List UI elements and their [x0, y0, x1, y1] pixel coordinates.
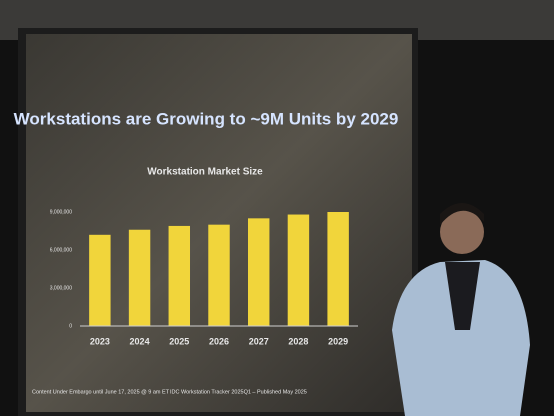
bar [327, 212, 349, 326]
speaker-jacket [392, 260, 530, 416]
x-tick-label: 2024 [130, 336, 150, 346]
x-tick-label: 2023 [90, 336, 110, 346]
bar [128, 229, 151, 326]
source-note: IDC Workstation Tracker 2025Q1 – Publish… [170, 389, 307, 395]
x-tick-label: 2029 [328, 336, 348, 346]
y-tick-label: 9,000,000 [50, 209, 72, 215]
x-tick-label: 2028 [288, 336, 308, 346]
x-tick-label: 2026 [209, 336, 229, 346]
chart-title: Workstations are Growing to ~9M Units by… [14, 109, 399, 128]
speaker-shirt [445, 262, 480, 330]
slide [26, 34, 412, 412]
speaker-head [440, 210, 484, 254]
speaker-hair [440, 203, 484, 225]
bar [208, 224, 230, 326]
footnote: Content Under Embargo until June 17, 202… [32, 389, 170, 395]
bar [168, 225, 191, 326]
bar [287, 214, 310, 326]
y-tick-label: 6,000,000 [50, 247, 72, 253]
bar [89, 234, 111, 326]
x-tick-label: 2027 [249, 336, 269, 346]
y-tick-label: 0 [69, 323, 72, 329]
bar [247, 218, 270, 326]
chart-subtitle: Workstation Market Size [147, 167, 263, 178]
speaker [392, 203, 530, 416]
x-tick-label: 2025 [169, 336, 189, 346]
y-tick-label: 3,000,000 [50, 285, 72, 291]
